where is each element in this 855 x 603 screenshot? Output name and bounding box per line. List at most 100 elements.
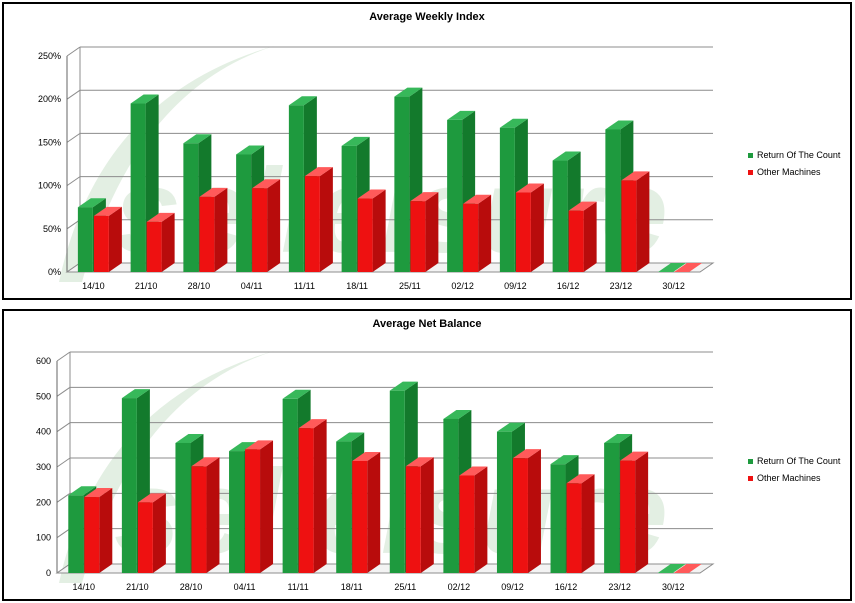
- bar-top: [496, 422, 525, 432]
- bar-other-machines: [245, 440, 274, 573]
- bar-front: [68, 495, 84, 573]
- bar-top: [341, 136, 370, 146]
- x-tick-label: 23/12: [608, 582, 631, 592]
- bar-front: [137, 502, 153, 573]
- legend-item-return-of-the-count: Return Of The Count: [748, 150, 840, 160]
- bar-top: [84, 488, 113, 498]
- bar-front: [357, 198, 373, 272]
- bar-top: [146, 212, 175, 222]
- bar-top: [389, 381, 418, 391]
- bar-side: [372, 189, 386, 272]
- bar-other-machines: [252, 179, 281, 272]
- bar-side: [99, 488, 113, 573]
- bar-top: [199, 187, 228, 197]
- bar-side: [425, 192, 439, 272]
- bar-front: [566, 483, 582, 573]
- bar-other-machines: [459, 466, 488, 573]
- bar-top: [137, 493, 166, 503]
- x-tick-label: 14/10: [73, 582, 96, 592]
- y-tick-label: 100: [36, 533, 51, 543]
- bar-other-machines: [357, 189, 386, 272]
- bar-side: [161, 212, 175, 272]
- bar-front: [443, 418, 459, 573]
- chart-floor: [65, 262, 715, 273]
- bar-other-machines: [146, 212, 175, 272]
- bar-top: [191, 457, 220, 467]
- bar-top: [405, 457, 434, 467]
- gridline-diagonal: [56, 528, 71, 539]
- bar-top: [245, 440, 274, 450]
- gridline-diagonal: [66, 176, 81, 187]
- bar-front: [304, 176, 320, 272]
- bar-other-machines: [674, 263, 703, 272]
- bar-front: [352, 460, 368, 573]
- bar-front: [604, 442, 620, 573]
- bar-front: [282, 398, 298, 573]
- bar-top: [121, 389, 150, 399]
- legend-item-other-machines: Other Machines: [748, 473, 840, 483]
- y-tick-label: 400: [36, 427, 51, 437]
- legend-label: Return Of The Count: [757, 456, 841, 466]
- bar-front: [229, 451, 245, 573]
- x-tick-label: 11/11: [294, 281, 315, 291]
- bar-side: [635, 451, 649, 573]
- chart-floor: [55, 563, 715, 574]
- y-tick-label: 0%: [48, 267, 61, 277]
- legend-label: Other Machines: [757, 473, 821, 483]
- legend-swatch-green: [748, 458, 753, 464]
- bar-return-of-the-count: [657, 564, 686, 573]
- bar-front: [620, 460, 636, 573]
- bar-other-machines: [463, 194, 492, 272]
- bar-top: [512, 449, 541, 459]
- bar-top: [552, 151, 581, 161]
- bar-top: [236, 145, 265, 155]
- bar-side: [474, 466, 488, 573]
- bar-side: [478, 194, 492, 272]
- weekly-index-chart-panel: selleisure 0% 50% 100% 150% 200% 250% 14/10 21/1…: [2, 2, 852, 300]
- x-tick-label: 09/12: [501, 582, 524, 592]
- x-tick-label: 04/11: [234, 582, 256, 592]
- bar-top: [288, 96, 317, 106]
- bar-other-machines: [84, 488, 113, 573]
- bar-front: [389, 390, 405, 573]
- bar-other-machines: [304, 167, 333, 272]
- legend-label: Other Machines: [757, 167, 821, 177]
- bar-top: [394, 87, 423, 97]
- bar-front: [199, 196, 215, 272]
- x-tick-label: 02/12: [448, 582, 471, 592]
- y-tick-label: 0: [46, 568, 51, 578]
- legend-weekly-index: Return Of The Count Other Machines: [748, 150, 840, 184]
- bar-front: [183, 143, 199, 272]
- bar-front: [146, 221, 162, 272]
- bar-front: [621, 180, 637, 272]
- y-tick-label: 500: [36, 391, 51, 401]
- x-tick-label: 02/12: [451, 281, 474, 291]
- x-tick-label: 18/11: [346, 281, 368, 291]
- bar-top: [443, 409, 472, 419]
- bar-other-machines: [298, 419, 327, 573]
- bar-other-machines: [199, 187, 228, 272]
- bar-front: [252, 188, 268, 272]
- bar-side: [636, 171, 650, 272]
- bar-front: [84, 497, 100, 573]
- bar-front: [394, 96, 410, 272]
- bar-other-machines: [137, 493, 166, 573]
- bar-top: [657, 564, 686, 573]
- legend-item-other-machines: Other Machines: [748, 167, 840, 177]
- bar-top: [515, 183, 544, 193]
- y-tick-label: 150%: [38, 137, 61, 147]
- bar-top: [459, 466, 488, 476]
- bar-side: [367, 451, 381, 573]
- legend-swatch-red: [748, 475, 753, 481]
- bar-other-machines: [352, 451, 381, 573]
- bar-top: [447, 110, 476, 120]
- bar-top: [183, 134, 212, 144]
- bar-front: [463, 203, 479, 272]
- x-tick-label: 30/12: [662, 582, 685, 592]
- bar-top: [604, 433, 633, 443]
- bar-front: [130, 103, 146, 273]
- bar-other-machines: [410, 192, 439, 272]
- gridline-diagonal: [56, 457, 71, 468]
- legend-swatch-red: [748, 169, 753, 175]
- bar-front: [410, 201, 426, 272]
